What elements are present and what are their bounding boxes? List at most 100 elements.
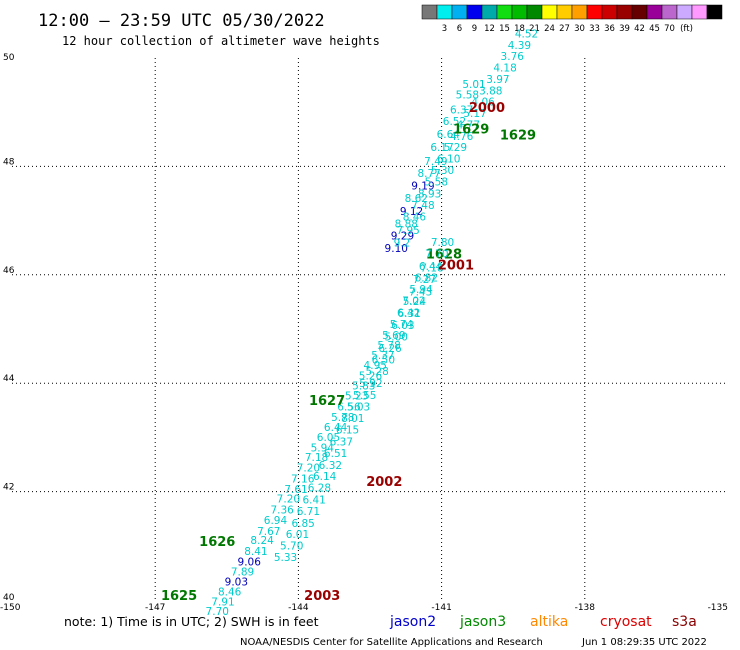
swh-value-label: 7.20 <box>297 463 320 475</box>
swh-value-label: 6.56 <box>337 401 361 413</box>
pass-time-label: 2000 <box>469 101 505 116</box>
swh-value-label: 6.94 <box>264 515 288 527</box>
legend-jason3: jason3 <box>459 614 506 630</box>
swh-value-label: 8.46 <box>218 587 242 599</box>
swh-value-label: 7.70 <box>206 606 229 618</box>
swh-value-label: 8.41 <box>244 546 267 558</box>
swh-value-label: 6.15 <box>336 425 359 437</box>
timestamp-text: Jun 1 08:29:35 UTC 2022 <box>581 637 707 648</box>
swh-value-label: 3.76 <box>501 51 525 63</box>
colorbar-label: 6 <box>457 24 462 34</box>
pass-time-label: 1629 <box>500 128 536 143</box>
colorbar-swatch <box>421 4 438 20</box>
y-tick-label: 48 <box>3 157 15 167</box>
footnote: note: 1) Time is in UTC; 2) SWH is in fe… <box>64 614 319 629</box>
swh-value-label: 9.2 <box>394 238 411 250</box>
colorbar-swatch <box>586 4 603 20</box>
swh-value-label: 8.77 <box>417 168 440 180</box>
swh-value-label: 7.70 <box>425 248 448 260</box>
colorbar-swatch <box>676 4 693 20</box>
colorbar-label: 36 <box>604 24 615 34</box>
legend-cryosat: cryosat <box>600 614 652 630</box>
y-tick-label: 40 <box>3 593 15 603</box>
colorbar-swatch <box>691 4 708 20</box>
swh-value-label: 6.85 <box>291 518 314 530</box>
colorbar-label: 12 <box>484 24 495 34</box>
colorbar-label: 27 <box>559 24 570 34</box>
colorbar-label: 70 <box>664 24 675 34</box>
swh-value-label: 7.36 <box>270 504 294 516</box>
swh-value-label: 6.44 <box>419 261 443 273</box>
swh-value-label: 6.41 <box>302 495 325 507</box>
swh-value-label: 6.52 <box>443 116 466 128</box>
colorbar-unit: (ft) <box>680 24 693 34</box>
x-tick-label: -135 <box>708 603 728 613</box>
colorbar-swatch <box>631 4 648 20</box>
swh-value-label: 6.01 <box>286 529 309 541</box>
colorbar-swatch <box>616 4 633 20</box>
colorbar-label: 3 <box>442 24 447 34</box>
swh-value-label: 5.29 <box>444 142 467 154</box>
legend-s3a: s3a <box>672 614 697 630</box>
swh-value-label: 7.27 <box>413 274 436 286</box>
swh-value-label: 5.70 <box>280 541 303 553</box>
swh-value-label: 4.06 <box>471 97 495 109</box>
pass-time-label: 1627 <box>309 394 345 409</box>
swh-value-label: 6.37 <box>450 104 473 116</box>
swh-value-label: 7.91 <box>211 596 234 608</box>
swh-value-label: 7.49 <box>424 156 447 168</box>
colorbar-label: 9 <box>472 24 477 34</box>
swh-value-label: 9.29 <box>391 231 414 243</box>
colorbar-swatch <box>511 4 528 20</box>
swh-value-label: 7.20 <box>277 493 300 505</box>
swh-value-label: 6.28 <box>308 483 331 495</box>
swh-value-label: 8.01 <box>341 413 364 425</box>
swh-value-label: 5.01 <box>462 79 485 91</box>
swh-value-label: 7.89 <box>231 567 254 579</box>
legend-jason2: jason2 <box>389 614 436 630</box>
swh-value-label: 7.61 <box>284 484 307 496</box>
colorbar-label: 39 <box>619 24 630 34</box>
colorbar-label: 15 <box>499 24 510 34</box>
swh-value-label: 7.18 <box>305 452 328 464</box>
satellite-legend: jason2 jason3 altika cryosat s3a <box>389 614 697 630</box>
swh-value-label: 7.80 <box>431 237 454 249</box>
colorbar-swatch <box>451 4 468 20</box>
x-tick-label: -150 <box>0 603 21 613</box>
swh-value-label: 5.94 <box>409 284 433 296</box>
swh-value-label: 6.51 <box>324 448 347 460</box>
x-tick-label: -141 <box>431 603 451 613</box>
colorbar-swatch <box>541 4 558 20</box>
swh-value-label: 7.67 <box>257 526 280 538</box>
swh-value-label: 3.97 <box>486 74 509 86</box>
swh-value-label: 5.74 <box>390 319 414 331</box>
swh-value-label: 4.76 <box>450 131 474 143</box>
pass-time-label: 2002 <box>366 475 402 490</box>
swh-value-label: 5.83 <box>352 381 375 393</box>
swh-value-label: 6.44 <box>324 422 348 434</box>
pass-time-label: 2003 <box>304 589 340 604</box>
swh-value-label: 5.58 <box>425 176 448 188</box>
swh-value-label: 6.05 <box>317 432 340 444</box>
swh-value-label: 5.58 <box>456 90 479 102</box>
axis-ticks: -150 -147 -144 -141 -138 -135 40 42 44 46 48 50 <box>0 53 728 613</box>
swh-value-label: 9.03 <box>225 576 248 588</box>
colorbar-label: 45 <box>649 24 660 34</box>
swh-value-label: 7.18 <box>420 263 443 275</box>
swh-value-label: 6.71 <box>297 506 320 518</box>
swh-value-label: 4.77 <box>457 119 480 131</box>
swh-value-label: 9.06 <box>238 556 262 568</box>
x-tick-label: -147 <box>145 603 165 613</box>
colorbar-swatch <box>601 4 618 20</box>
swh-value-label: 7.48 <box>411 200 434 212</box>
legend-altika: altika <box>530 614 568 630</box>
colorbar-label: 30 <box>574 24 585 34</box>
colorbar-swatch <box>646 4 663 20</box>
swh-value-label: 6.42 <box>397 308 420 320</box>
swh-value-label: 5.37 <box>371 350 394 362</box>
swh-value-label: 6.32 <box>319 460 342 472</box>
swh-value-label: 7.95 <box>396 225 419 237</box>
colorbar-swatch <box>571 4 588 20</box>
swh-value-label: 5.24 <box>403 296 427 308</box>
